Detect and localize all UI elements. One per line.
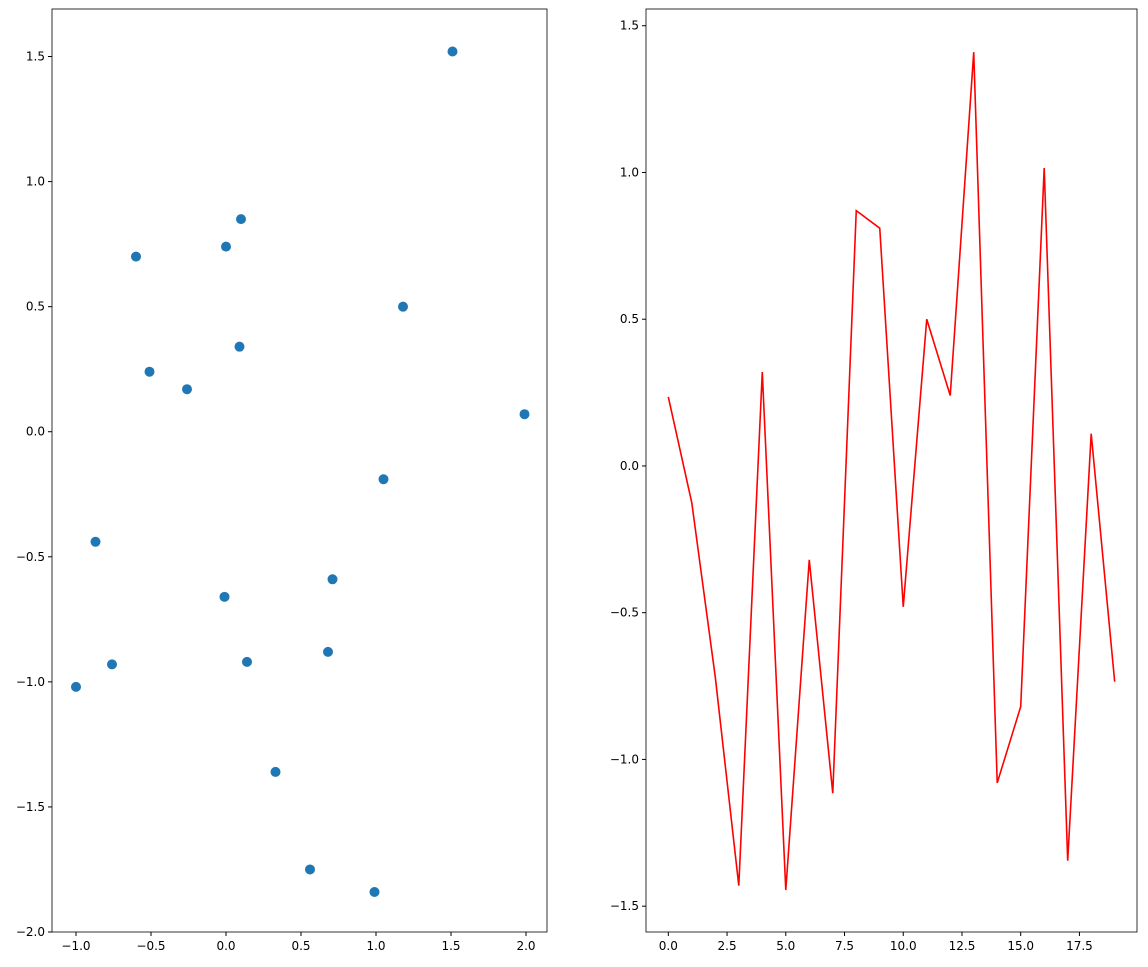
point [71,681,81,692]
point [144,366,155,377]
point [369,886,380,897]
point [221,241,231,252]
point [378,474,389,485]
x-tick-label: 0.0 [659,939,678,953]
x-tick-label: 0.0 [216,939,235,953]
y-tick-label: 1.5 [620,19,639,33]
y-tick-label: −1.5 [610,899,639,913]
x-tick-label: 1.0 [366,939,385,953]
y-tick-label: −1.0 [610,752,639,766]
line [667,52,1116,891]
point [305,864,315,875]
point [323,646,333,657]
y-tick-label: −1.5 [16,800,45,814]
axes-frame [645,8,1138,933]
x-tick-label: 17.5 [1066,939,1093,953]
x-tick-label: 5.0 [776,939,795,953]
point [398,301,408,312]
x-tick-label: −0.5 [136,939,165,953]
y-tick-label: 1.5 [26,50,45,64]
y-tick-label: 0.0 [620,459,639,473]
y-tick-label: 0.5 [26,300,45,314]
y-tick-label: −0.5 [16,550,45,564]
x-tick-label: 2.0 [516,939,535,953]
y-tick-label: −0.5 [610,606,639,620]
point [182,384,192,395]
point [519,409,530,420]
point [131,251,141,262]
point [219,591,230,602]
x-tick-label: 1.5 [441,939,460,953]
point [447,46,458,57]
x-tick-label: 0.5 [291,939,310,953]
y-tick-label: 1.0 [620,165,639,179]
y-tick-label: 1.0 [26,175,45,189]
x-tick-label: 2.5 [718,939,737,953]
x-tick-label: 10.0 [890,939,917,953]
x-tick-label: 15.0 [1007,939,1034,953]
point [327,574,338,585]
y-tick-label: 0.0 [26,425,45,439]
x-tick-label: 7.5 [835,939,854,953]
point [236,214,246,225]
point [234,341,245,352]
x-tick-label: −1.0 [61,939,90,953]
y-tick-label: −1.0 [16,675,45,689]
point [90,536,101,547]
x-tick-label: 12.5 [949,939,976,953]
point [242,656,252,667]
y-tick-label: 0.5 [620,312,639,326]
point [107,659,117,670]
point [270,766,281,777]
axes-frame [51,8,548,933]
y-tick-label: −2.0 [16,925,45,939]
